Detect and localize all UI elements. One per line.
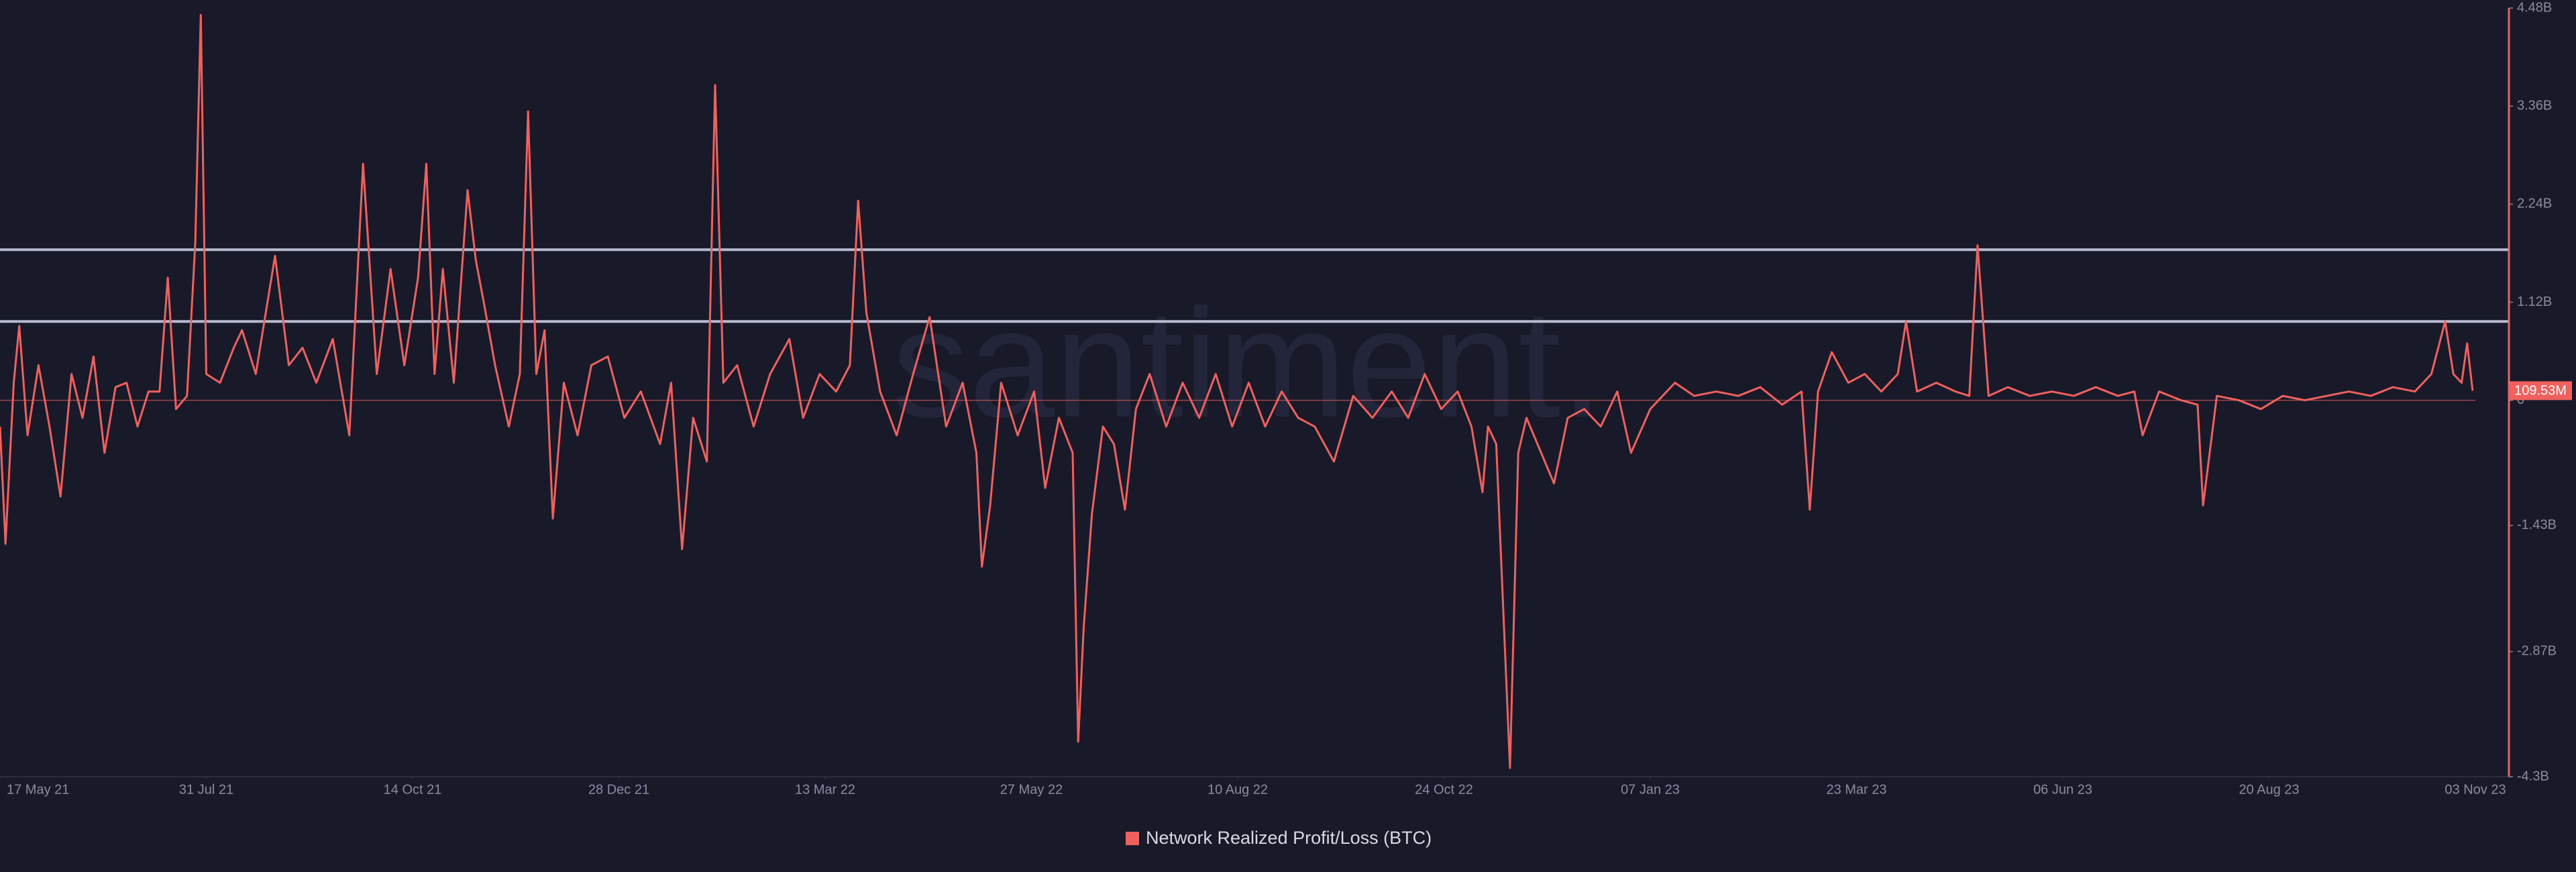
series-line (0, 13, 2474, 769)
x-tick-label: 23 Mar 23 (1826, 782, 1886, 797)
x-tick-label: 20 Aug 23 (2239, 782, 2299, 797)
x-tick-label: 03 Nov 23 (2445, 782, 2506, 797)
last-value-badge (2509, 381, 2572, 400)
x-tick-label: 17 May 21 (7, 782, 69, 797)
x-tick-label: 13 Mar 22 (795, 782, 855, 797)
x-tick-label: 10 Aug 22 (1208, 782, 1268, 797)
x-tick-label: 24 Oct 22 (1415, 782, 1473, 797)
x-tick-label: 14 Oct 21 (384, 782, 442, 797)
y-tick-label: -2.87B (2517, 644, 2557, 659)
y-tick-label: 4.48B (2517, 0, 2552, 15)
x-tick-label: 28 Dec 21 (588, 782, 649, 797)
legend-swatch (1126, 832, 1139, 845)
x-tick-label: 06 Jun 23 (2033, 782, 2092, 797)
x-tick-label: 31 Jul 21 (179, 782, 233, 797)
y-tick-label: 1.12B (2517, 294, 2552, 309)
last-value-label: 109.53M (2514, 384, 2567, 398)
x-tick-label: 07 Jan 23 (1621, 782, 1680, 797)
y-tick-label: -4.3B (2517, 769, 2549, 783)
watermark: santiment. (892, 277, 1603, 449)
x-tick-label: 27 May 22 (1000, 782, 1063, 797)
y-tick-label: -1.43B (2517, 518, 2557, 533)
y-tick-label: 2.24B (2517, 197, 2552, 211)
y-tick-label: 3.36B (2517, 98, 2552, 113)
legend-label: Network Realized Profit/Loss (BTC) (1146, 828, 1432, 848)
